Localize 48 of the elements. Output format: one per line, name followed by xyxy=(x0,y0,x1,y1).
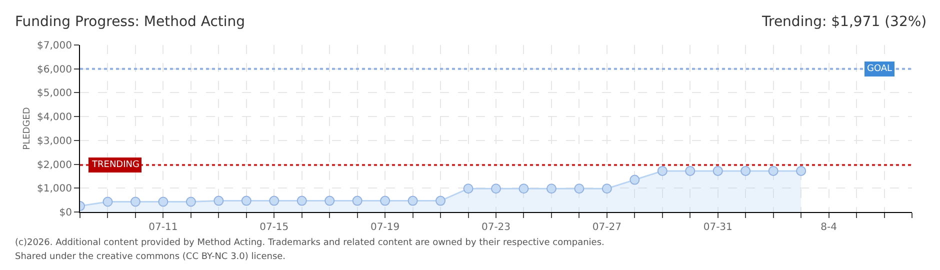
x-tick-label: 07-15 xyxy=(260,222,289,233)
chart-title: Funding Progress: Method Acting xyxy=(15,14,246,30)
text: (c)2026. Additional content provided by Method Acting. Trademarks and related content are owned by their respective companies. xyxy=(15,238,604,248)
point xyxy=(102,196,113,207)
point xyxy=(186,196,196,207)
point xyxy=(602,184,612,194)
point xyxy=(657,166,668,176)
y-tick-label: $5,000 xyxy=(37,88,72,100)
text: Shared under the creative commons (CC BY-NC 3.0) license. xyxy=(15,252,286,262)
point xyxy=(324,196,335,206)
y-tick-label: $3,000 xyxy=(37,136,72,147)
x-tick-label: 07-23 xyxy=(481,222,511,233)
point xyxy=(214,196,224,206)
y-tick-label: $4,000 xyxy=(37,112,72,124)
point xyxy=(740,166,751,176)
point xyxy=(712,166,723,176)
x-tick-label: 07-31 xyxy=(703,222,732,233)
chart-subtitle: Trending: $1,971 (32%) xyxy=(761,14,927,30)
x-tick-label: 07-11 xyxy=(148,222,178,233)
point xyxy=(408,196,418,206)
y-tick-label: $2,000 xyxy=(37,160,72,171)
point xyxy=(491,184,501,194)
y-tick-label: $6,000 xyxy=(37,64,72,76)
point xyxy=(269,196,280,206)
x-tick-label: 07-27 xyxy=(592,222,622,233)
y-tick-label: $1,000 xyxy=(37,184,72,195)
point xyxy=(546,184,556,194)
point xyxy=(130,196,140,207)
point xyxy=(630,174,640,185)
x-tick-label: 8-4 xyxy=(820,222,837,233)
point xyxy=(296,196,307,206)
point xyxy=(796,166,806,176)
y-tick-label: $0 xyxy=(59,208,72,218)
point xyxy=(241,196,252,206)
point xyxy=(380,196,390,206)
ref-line-label: GOAL xyxy=(867,64,892,74)
point xyxy=(158,196,168,207)
point xyxy=(574,184,584,194)
point xyxy=(463,184,474,194)
y-axis-title: PLEDGED xyxy=(22,107,32,150)
point xyxy=(518,184,529,194)
point xyxy=(436,196,446,206)
y-tick-label: $7,000 xyxy=(37,40,72,52)
ref-line-label: TRENDING xyxy=(91,160,140,170)
point xyxy=(685,166,696,176)
point xyxy=(352,196,362,206)
point xyxy=(768,166,778,176)
x-tick-label: 07-19 xyxy=(370,222,400,233)
